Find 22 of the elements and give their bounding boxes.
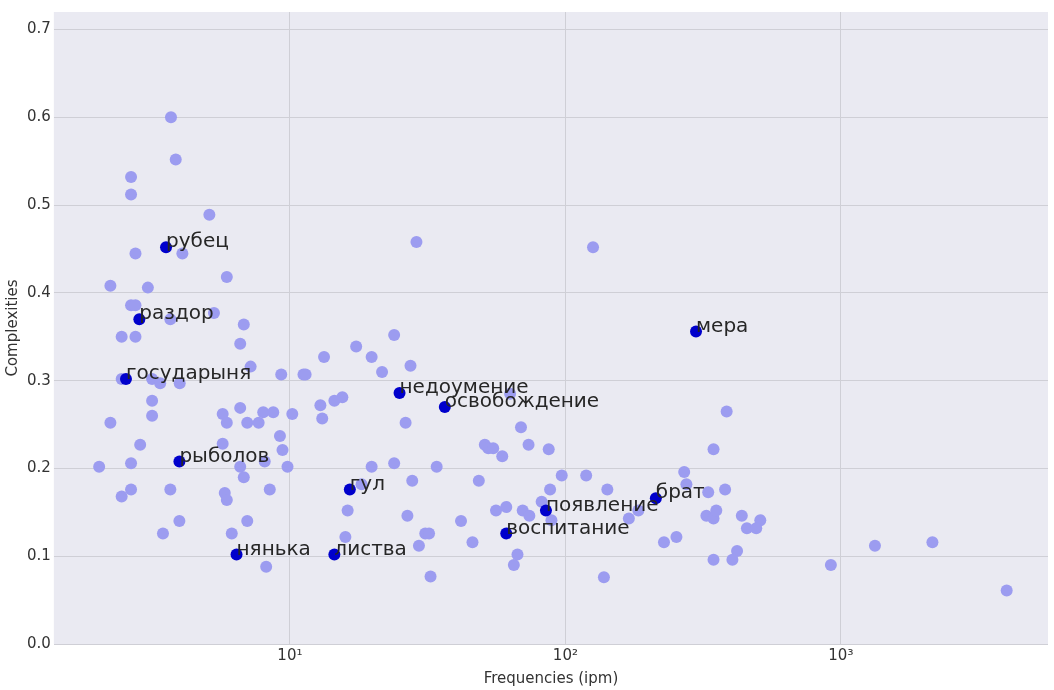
x-tick-label: 10¹ (277, 645, 303, 664)
y-tick-label: 0.3 (27, 370, 51, 389)
y-axis-title: Complexities (2, 279, 21, 377)
y-tick-label: 0.1 (27, 546, 51, 565)
annotation: государыня (125, 360, 252, 385)
annotation: воспитание (506, 514, 630, 539)
annotation: мера (696, 312, 749, 337)
annotation: листва (334, 535, 407, 560)
y-tick-label: 0.5 (27, 195, 51, 213)
y-tick-label: 0.4 (27, 282, 51, 301)
x-tick-label: 10² (552, 645, 578, 664)
annotation: раздор (139, 300, 214, 325)
annotation: рубец (166, 228, 229, 253)
y-tick-label: 0.0 (27, 633, 51, 652)
annotation: нянька (236, 535, 311, 560)
x-tick-label: 10³ (828, 645, 854, 664)
y-tick-label: 0.6 (27, 107, 51, 126)
annotation: рыболов (179, 442, 270, 467)
y-tick-label: 0.2 (27, 458, 51, 477)
annotation: гул (349, 470, 385, 495)
y-tick-label: 0.7 (27, 19, 51, 38)
x-axis-title: Frequencies (ipm) (483, 668, 619, 687)
